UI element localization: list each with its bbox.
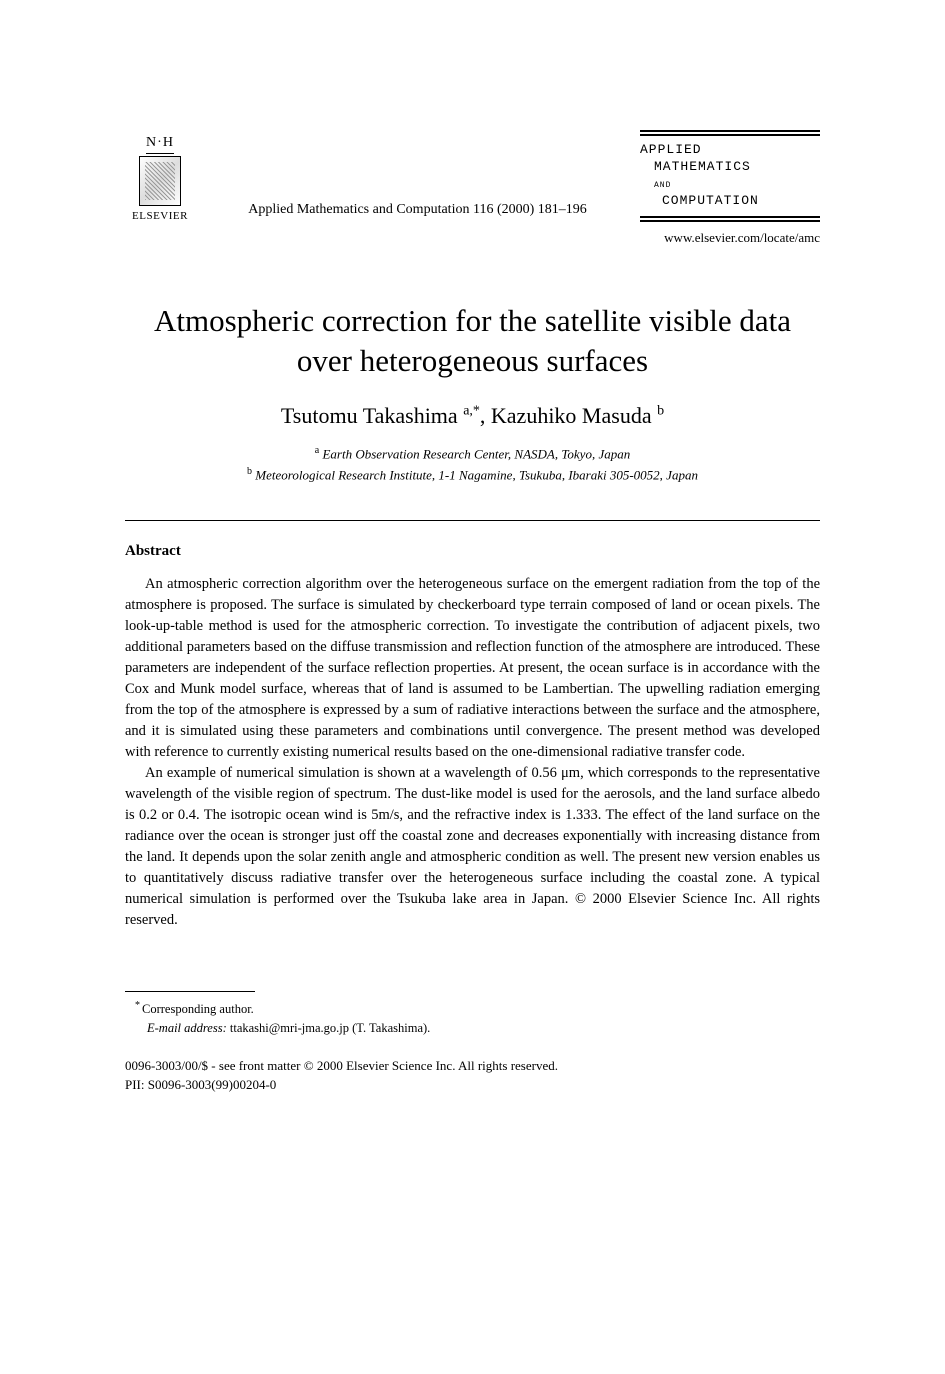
article-title: Atmospheric correction for the satellite… bbox=[125, 301, 820, 382]
footnote-block: *Corresponding author. E-mail address: t… bbox=[125, 998, 820, 1038]
footnote-divider bbox=[125, 991, 255, 992]
title-divider bbox=[125, 520, 820, 521]
publisher-logo: N·H ELSEVIER bbox=[125, 135, 195, 222]
email-label: E-mail address: bbox=[147, 1021, 227, 1035]
journal-title-word-and: AND bbox=[640, 176, 820, 193]
email-address: ttakashi@mri-jma.go.jp (T. Takashima). bbox=[227, 1021, 431, 1035]
affiliations-block: a Earth Observation Research Center, NAS… bbox=[125, 443, 820, 485]
publisher-name: ELSEVIER bbox=[132, 210, 188, 222]
authors-line: Tsutomu Takashima a,*, Kazuhiko Masuda b bbox=[125, 403, 820, 429]
abstract-heading: Abstract bbox=[125, 543, 820, 560]
journal-header: N·H ELSEVIER Applied Mathematics and Com… bbox=[125, 130, 820, 222]
corresponding-author-note: *Corresponding author. bbox=[147, 998, 820, 1019]
author-2-affiliation-mark: b bbox=[657, 404, 664, 419]
abstract-paragraph-1: An atmospheric correction algorithm over… bbox=[125, 574, 820, 763]
abstract-paragraph-2: An example of numerical simulation is sh… bbox=[125, 763, 820, 931]
footer-copyright: 0096-3003/00/$ - see front matter © 2000… bbox=[125, 1056, 820, 1095]
journal-reference: Applied Mathematics and Computation 116 … bbox=[195, 202, 640, 218]
affiliation-a: a Earth Observation Research Center, NAS… bbox=[125, 443, 820, 464]
journal-title-word-2: MATHEMATICS bbox=[640, 159, 820, 176]
author-1: Tsutomu Takashima bbox=[281, 403, 458, 428]
journal-title-box: APPLIED MATHEMATICS AND COMPUTATION bbox=[640, 130, 820, 222]
pii-line: PII: S0096-3003(99)00204-0 bbox=[125, 1075, 820, 1095]
author-1-affiliation-mark: a,* bbox=[463, 404, 480, 419]
elsevier-tree-icon bbox=[139, 156, 181, 206]
email-note: E-mail address: ttakashi@mri-jma.go.jp (… bbox=[147, 1019, 820, 1038]
journal-title-word-3: COMPUTATION bbox=[640, 193, 820, 210]
nh-mark: N·H bbox=[146, 135, 174, 154]
journal-url: www.elsevier.com/locate/amc bbox=[125, 230, 820, 246]
journal-title-word-1: APPLIED bbox=[640, 142, 820, 159]
copyright-line: 0096-3003/00/$ - see front matter © 2000… bbox=[125, 1056, 820, 1076]
author-2: Kazuhiko Masuda bbox=[491, 403, 652, 428]
footnote-mark: * bbox=[135, 1000, 140, 1011]
abstract-body: An atmospheric correction algorithm over… bbox=[125, 574, 820, 931]
affiliation-b: b Meteorological Research Institute, 1-1… bbox=[125, 464, 820, 485]
